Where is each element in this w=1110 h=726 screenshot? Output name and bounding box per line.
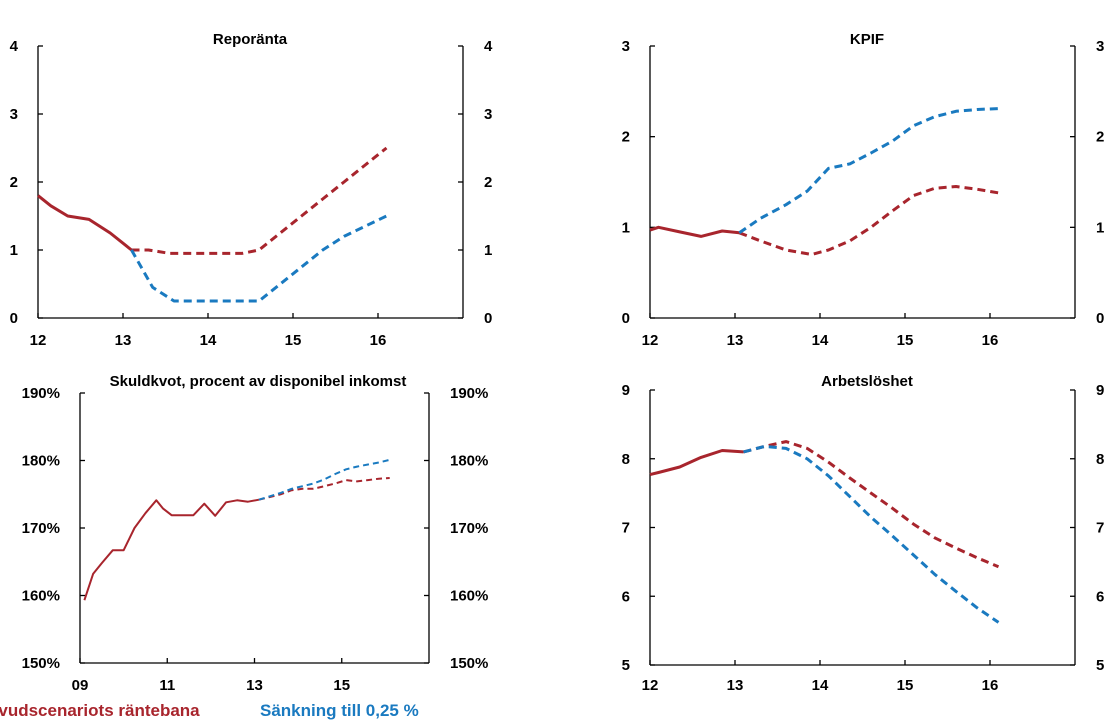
y-tick-label-right: 180% [450,453,488,470]
series-line-main-dashed [131,146,388,255]
chart-title: Reporänta [213,31,288,48]
y-tick-label-left: 3 [10,106,18,123]
y-tick-label-right: 4 [484,38,493,55]
y-tick-label-right: 3 [1096,38,1104,55]
legend-main-scenario: uvudscenariots räntebana [0,701,200,720]
chart-skuldkvot: Skuldkvot, procent av disponibel inkomst… [22,373,489,694]
y-tick-label-right: 190% [450,385,488,402]
y-tick-label-right: 2 [1096,129,1104,146]
y-tick-label-left: 2 [10,174,18,191]
y-tick-label-left: 0 [10,310,18,327]
series-line-main-solid [83,498,260,601]
y-tick-label-right: 1 [1096,219,1104,236]
y-tick-label-left: 160% [22,588,60,605]
y-tick-label-left: 150% [22,655,60,672]
y-tick-label-right: 160% [450,588,488,605]
x-tick-label: 16 [982,332,999,349]
y-tick-label-left: 5 [622,657,630,674]
legend-alt-scenario: Sänkning till 0,25 % [260,701,419,720]
chart-title: Arbetslöshet [821,373,913,390]
x-tick-label: 11 [159,677,175,694]
y-tick-label-right: 150% [450,655,488,672]
x-tick-label: 16 [982,677,999,694]
y-tick-label-left: 3 [622,38,630,55]
y-tick-label-left: 2 [622,129,630,146]
series-line-main-solid [649,449,744,477]
x-tick-label: 16 [370,332,387,349]
y-tick-label-right: 3 [484,106,492,123]
x-tick-label: 15 [897,677,914,694]
y-tick-label-left: 170% [22,520,60,537]
y-tick-label-right: 1 [484,242,492,259]
y-tick-label-right: 9 [1096,382,1104,399]
y-tick-label-left: 190% [22,385,60,402]
chart-title: Skuldkvot, procent av disponibel inkomst [110,373,407,390]
x-tick-label: 14 [200,332,217,349]
y-tick-label-right: 5 [1096,657,1104,674]
series-line-main-dashed [258,477,390,501]
x-tick-label: 14 [812,677,829,694]
series-line-main-dashed [738,185,999,256]
x-tick-label: 12 [30,332,47,349]
y-tick-label-left: 180% [22,453,60,470]
y-tick-label-right: 0 [1096,310,1104,327]
x-tick-label: 13 [727,677,744,694]
y-tick-label-right: 2 [484,174,492,191]
y-tick-label-left: 4 [10,38,19,55]
series-line-main-dashed [743,440,1000,569]
series-line-alt-dashed [743,444,1000,624]
x-tick-label: 13 [115,332,132,349]
x-tick-label: 14 [812,332,829,349]
y-tick-label-left: 7 [622,520,630,537]
x-tick-label: 15 [897,332,914,349]
series-line-main-solid [649,225,740,238]
x-tick-label: 15 [333,677,350,694]
series-line-alt-dashed [738,107,999,235]
y-tick-label-left: 8 [622,451,630,468]
x-tick-label: 13 [246,677,263,694]
y-tick-label-left: 6 [622,588,630,605]
y-tick-label-right: 170% [450,520,488,537]
y-tick-label-left: 1 [10,242,18,259]
y-tick-label-left: 9 [622,382,630,399]
y-tick-label-right: 6 [1096,588,1104,605]
y-tick-label-right: 7 [1096,520,1104,537]
series-line-alt-dashed [258,458,390,501]
chart-title: KPIF [850,31,884,48]
y-tick-label-left: 1 [622,219,630,236]
y-tick-label-right: 0 [484,310,492,327]
x-tick-label: 12 [642,332,659,349]
y-tick-label-right: 8 [1096,451,1104,468]
chart-arbetsloshet: Arbetslöshet 5 5 6 6 7 7 8 8 9 9 12 13 14 15 16 [622,373,1105,694]
y-tick-label-left: 0 [622,310,630,327]
x-tick-label: 09 [72,677,89,694]
x-tick-label: 13 [727,332,744,349]
series-line-alt-dashed [130,214,388,303]
x-tick-label: 15 [285,332,302,349]
series-line-main-solid [37,194,133,252]
x-tick-label: 12 [642,677,659,694]
